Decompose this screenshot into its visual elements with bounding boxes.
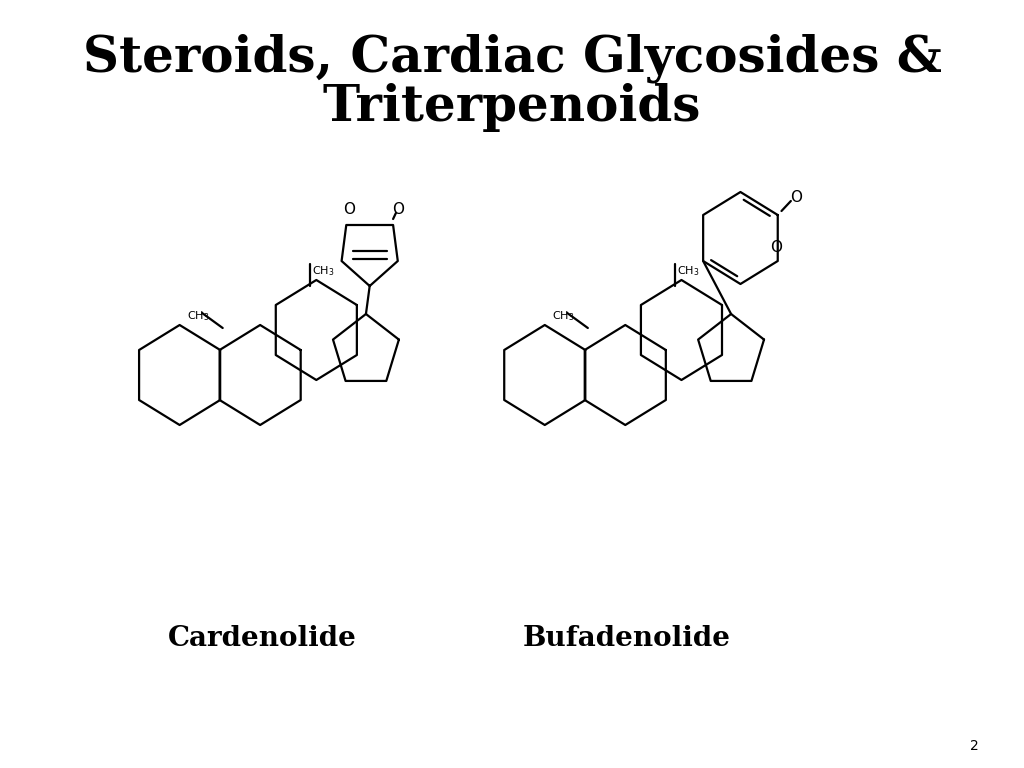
Text: Triterpenoids: Triterpenoids (323, 84, 701, 133)
Text: CH$_3$: CH$_3$ (552, 310, 574, 323)
Text: O: O (791, 190, 803, 204)
Text: Steroids, Cardiac Glycosides &: Steroids, Cardiac Glycosides & (83, 33, 941, 83)
Text: Bufadenolide: Bufadenolide (523, 624, 731, 651)
Text: O: O (343, 203, 355, 217)
Text: CH$_3$: CH$_3$ (187, 310, 210, 323)
Text: 2: 2 (970, 739, 978, 753)
Text: CH$_3$: CH$_3$ (311, 264, 334, 278)
Text: O: O (770, 240, 782, 254)
Text: O: O (392, 203, 403, 217)
Text: CH$_3$: CH$_3$ (677, 264, 699, 278)
Text: Cardenolide: Cardenolide (168, 624, 356, 651)
